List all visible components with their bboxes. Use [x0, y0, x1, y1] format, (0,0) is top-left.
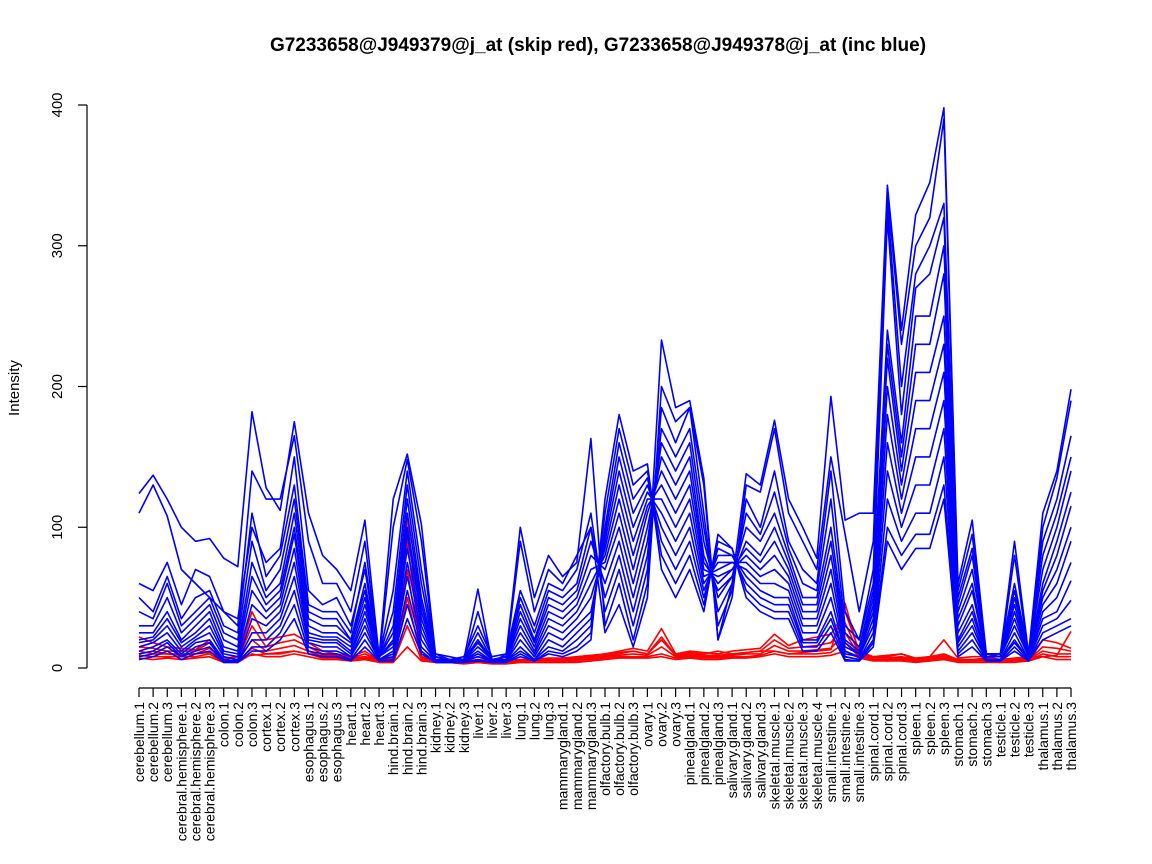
x-tick-label: thalamus.1 — [1035, 702, 1051, 771]
x-tick-label: pinealgland.1 — [682, 702, 698, 786]
inc-series-line-11 — [138, 441, 1072, 662]
inc-series-line-6 — [139, 315, 1072, 662]
x-tick-label: cortex.2 — [272, 702, 288, 752]
x-tick-label: esophagus.2 — [315, 702, 331, 782]
x-tick-label: ovary.3 — [668, 702, 684, 747]
y-axis: 0 100 200 300 400 — [49, 92, 88, 672]
x-tick-label: colon.2 — [230, 702, 246, 747]
x-tick-label: skeletal.muscle.4 — [809, 702, 825, 810]
skip-series-line-18 — [138, 624, 1071, 665]
x-tick-label: small.intestine.2 — [837, 702, 853, 803]
x-tick-label: testicle.2 — [1007, 702, 1023, 757]
x-tick-label: liver.3 — [498, 702, 514, 739]
skip-series-line-19 — [138, 646, 1071, 665]
x-tick-label: kidney.1 — [428, 702, 444, 753]
x-tick-label: mammarygland.2 — [569, 702, 585, 810]
x-tick-label: lung.3 — [541, 702, 557, 740]
x-tick-label: lung.2 — [526, 702, 542, 740]
x-tick-label: hind.brain.1 — [385, 702, 401, 775]
x-tick-label: heart.3 — [371, 702, 387, 746]
x-tick-label: spleen.1 — [908, 702, 924, 755]
x-tick-label: lung.1 — [512, 702, 528, 740]
x-tick-label: cortex.3 — [286, 702, 302, 752]
inc-series-line-4 — [138, 245, 1072, 661]
inc-series-line-3 — [138, 216, 1072, 661]
x-tick-label: cerebral.hemisphere.3 — [202, 702, 218, 842]
x-tick-label: thalamus.3 — [1063, 702, 1079, 771]
x-tick-label: ovary.1 — [639, 702, 655, 747]
x-tick-label: cerebral.hemisphere.1 — [173, 702, 189, 842]
inc-series-line-1 — [138, 118, 1072, 662]
x-tick-label: spinal.cord.3 — [894, 702, 910, 782]
inc-series-line-12 — [138, 427, 1072, 664]
x-tick-label: esophagus.3 — [329, 702, 345, 782]
x-axis: cerebellum.1cerebellum.2cerebellum.3cere… — [131, 687, 1079, 842]
x-tick-label: heart.2 — [357, 702, 373, 746]
inc-series-line-13 — [138, 413, 1072, 664]
x-tick-label: colon.3 — [244, 702, 260, 747]
x-tick-label: salivary.gland.1 — [724, 702, 740, 798]
x-tick-label: spleen.2 — [922, 702, 938, 755]
y-tick-label: 100 — [49, 515, 66, 540]
x-tick-label: spleen.3 — [936, 702, 952, 755]
inc-series-line-7 — [138, 343, 1072, 662]
x-tick-label: kidney.2 — [442, 702, 458, 753]
x-tick-label: salivary.gland.3 — [752, 702, 768, 798]
x-tick-label: mammarygland.3 — [583, 702, 599, 810]
x-tick-label: esophagus.1 — [300, 702, 316, 782]
skip-series-line-15 — [138, 540, 1072, 664]
x-tick-label: cortex.1 — [258, 702, 274, 752]
inc-series-line-9 — [138, 399, 1072, 662]
x-tick-label: stomach.2 — [964, 702, 980, 767]
x-tick-label: testicle.3 — [1021, 702, 1037, 757]
x-tick-label: pinealgland.2 — [696, 702, 712, 786]
x-tick-label: pinealgland.3 — [710, 702, 726, 786]
x-tick-label: stomach.3 — [978, 702, 994, 767]
x-tick-label: hind.brain.3 — [413, 702, 429, 775]
x-tick-label: liver.2 — [484, 702, 500, 739]
inc-series-line-0 — [138, 107, 1072, 664]
y-axis-label: Intensity — [6, 360, 23, 416]
inc-series-line-8 — [138, 371, 1072, 662]
x-tick-label: colon.1 — [216, 702, 232, 747]
x-tick-label: kidney.3 — [456, 702, 472, 753]
x-tick-label: mammarygland.1 — [555, 702, 571, 810]
x-tick-label: skeletal.muscle.3 — [795, 702, 811, 810]
x-tick-label: ovary.2 — [653, 702, 669, 747]
x-tick-label: cerebellum.3 — [159, 702, 175, 782]
y-tick-label: 300 — [49, 233, 66, 258]
plot-lines — [138, 107, 1072, 665]
inc-series-line-10 — [138, 427, 1072, 662]
skip-series-line-16 — [138, 568, 1072, 664]
x-tick-label: testicle.1 — [992, 702, 1008, 757]
x-tick-label: hind.brain.2 — [399, 702, 415, 775]
x-tick-label: salivary.gland.2 — [738, 702, 754, 798]
x-tick-label: small.intestine.3 — [851, 702, 867, 803]
x-tick-label: cerebellum.1 — [131, 702, 147, 782]
x-tick-label: heart.1 — [343, 702, 359, 746]
x-tick-label: liver.1 — [470, 702, 486, 739]
x-tick-label: cerebral.hemisphere.2 — [187, 702, 203, 842]
x-tick-label: thalamus.2 — [1049, 702, 1065, 771]
x-tick-label: skeletal.muscle.2 — [781, 702, 797, 810]
x-tick-label: olfactory.bulb.3 — [625, 702, 641, 796]
y-tick-label: 400 — [49, 92, 66, 117]
x-tick-label: olfactory.bulb.2 — [611, 702, 627, 796]
inc-series-line-5 — [139, 273, 1072, 662]
x-tick-label: cerebellum.2 — [145, 702, 161, 782]
x-tick-label: olfactory.bulb.1 — [597, 702, 613, 796]
x-tick-label: spinal.cord.2 — [879, 702, 895, 782]
x-tick-label: skeletal.muscle.1 — [766, 702, 782, 810]
chart-title: G7233658@J949379@j_at (skip red), G72336… — [270, 35, 926, 56]
y-tick-label: 200 — [49, 374, 66, 399]
x-tick-label: stomach.1 — [950, 702, 966, 767]
inc-series-line-2 — [138, 202, 1072, 661]
y-tick-label: 0 — [49, 664, 66, 672]
x-tick-label: spinal.cord.1 — [865, 702, 881, 782]
x-tick-label: small.intestine.1 — [823, 702, 839, 803]
